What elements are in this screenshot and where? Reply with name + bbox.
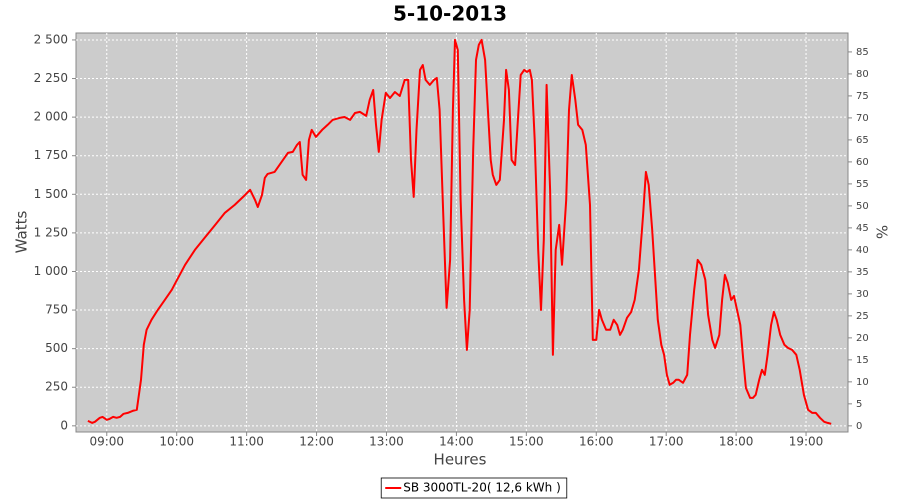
x-tick-label: 09:00 [89, 435, 124, 449]
y2-tick-label: 5 [856, 399, 862, 410]
x-axis-label: Heures [434, 451, 487, 469]
y2-tick-label: 70 [856, 113, 869, 124]
y2-tick-label: 30 [856, 289, 869, 300]
y-tick-label: 2 500 [34, 32, 68, 46]
x-tick-label: 15:00 [509, 435, 544, 449]
y2-tick-label: 55 [856, 179, 869, 190]
y2-tick-label: 60 [856, 157, 869, 168]
y2-axis-label: % [873, 225, 891, 239]
legend-box [380, 477, 568, 499]
y2-tick-label: 10 [856, 377, 869, 388]
y-tick-label: 1 750 [34, 148, 68, 162]
legend: SB 3000TL-20( 12,6 kWh ) [380, 477, 568, 499]
legend-label: SB 3000TL-20( 12,6 kWh ) [403, 481, 561, 495]
y-tick-label: 0 [60, 418, 68, 432]
x-tick-label: 12:00 [299, 435, 334, 449]
y2-tick-label: 25 [856, 311, 869, 322]
y-tick-label: 750 [45, 303, 68, 317]
y2-tick-label: 35 [856, 267, 869, 278]
y2-tick-label: 85 [856, 47, 869, 58]
y2-tick-label: 75 [856, 91, 869, 102]
y2-tick-label: 80 [856, 69, 869, 80]
y2-tick-label: 65 [856, 135, 869, 146]
y2-tick-label: 50 [856, 201, 869, 212]
y-tick-label: 2 000 [34, 110, 68, 124]
y2-tick-label: 0 [856, 421, 862, 432]
y2-tick-label: 20 [856, 333, 869, 344]
data-line [87, 38, 832, 425]
x-tick-label: 10:00 [159, 435, 194, 449]
x-tick-label: 13:00 [369, 435, 404, 449]
x-tick-label: 16:00 [579, 435, 614, 449]
y2-tick-label: 15 [856, 355, 869, 366]
y-tick-label: 2 250 [34, 71, 68, 85]
y2-tick-label: 45 [856, 223, 869, 234]
chart-title: 5-10-2013 [393, 2, 507, 26]
y-tick-label: 1 500 [34, 187, 68, 201]
y-axis-label: Watts [13, 211, 31, 254]
x-tick-label: 14:00 [439, 435, 474, 449]
x-tick-label: 17:00 [649, 435, 684, 449]
x-tick-label: 19:00 [789, 435, 824, 449]
y-tick-label: 1 000 [34, 264, 68, 278]
x-tick-label: 11:00 [229, 435, 264, 449]
y-tick-label: 1 250 [34, 225, 68, 239]
y-tick-label: 250 [45, 380, 68, 394]
y2-tick-label: 40 [856, 245, 869, 256]
y-tick-label: 500 [45, 341, 68, 355]
x-tick-label: 18:00 [719, 435, 754, 449]
